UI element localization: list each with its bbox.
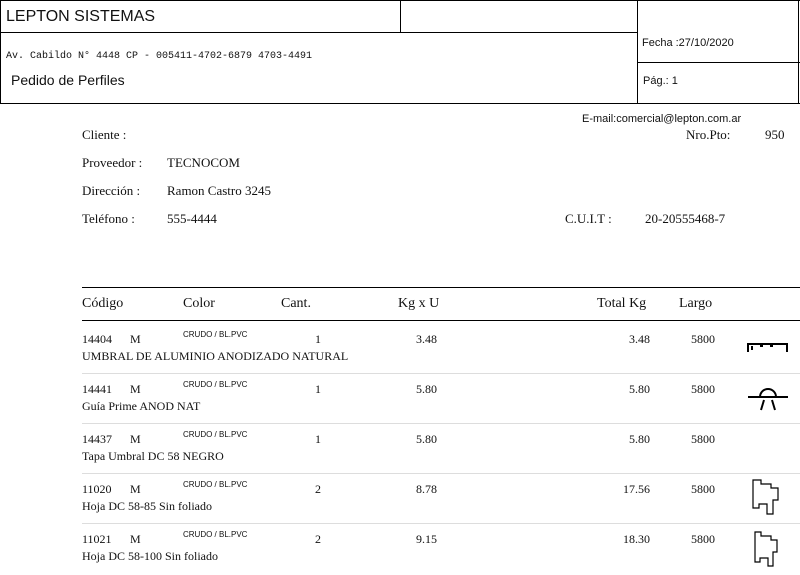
code: 14404 [82, 332, 112, 346]
color: CRUDO / BL.PVC [183, 480, 248, 489]
column-header: Total Kg [597, 296, 647, 311]
total-kg: 18.30 [623, 532, 650, 546]
value: 20-20555468-7 [645, 211, 726, 226]
quantity: 1 [315, 432, 321, 446]
length: 5800 [691, 332, 715, 346]
label: Nro.Pto: [686, 127, 731, 142]
company: LEPTON SISTEMAS [6, 8, 156, 25]
unit: M [130, 432, 141, 446]
quantity: 2 [315, 482, 321, 496]
email: E-mail:comercial@lepton.com.ar [582, 113, 742, 125]
row-line [82, 423, 800, 424]
row-line [82, 373, 800, 374]
description: Hoja DC 58-85 Sin foliado [82, 499, 212, 513]
code: 11021 [82, 532, 112, 546]
page-number: Pág.: 1 [643, 75, 678, 87]
column-header: Largo [679, 296, 713, 311]
border [637, 0, 638, 104]
row-line [82, 523, 800, 524]
color: CRUDO / BL.PVC [183, 530, 248, 539]
border [0, 0, 1, 104]
code: 14437 [82, 432, 112, 446]
column-header: Cant. [281, 296, 311, 311]
description: UMBRAL DE ALUMINIO ANODIZADO NATURAL [82, 349, 349, 363]
value: 950 [765, 127, 785, 142]
profile-icon [747, 343, 788, 352]
kg-per-unit: 8.78 [416, 482, 437, 496]
length: 5800 [691, 482, 715, 496]
doc-title: Pedido de Perfiles [11, 72, 125, 88]
profile-icon [754, 531, 778, 567]
quantity: 1 [315, 332, 321, 346]
value: Ramon Castro 3245 [167, 183, 271, 198]
profile-icon [748, 388, 788, 411]
label: Cliente : [82, 127, 127, 142]
column-header: Kg x U [398, 296, 440, 311]
color: CRUDO / BL.PVC [183, 330, 248, 339]
description: Tapa Umbral DC 58 NEGRO [82, 449, 224, 463]
total-kg: 3.48 [629, 332, 650, 346]
description: Hoja DC 58-100 Sin foliado [82, 549, 218, 563]
kg-per-unit: 5.80 [416, 432, 437, 446]
row-line [82, 473, 800, 474]
kg-per-unit: 5.80 [416, 382, 437, 396]
date: Fecha :27/10/2020 [642, 37, 734, 49]
column-header: Color [183, 296, 215, 311]
label: Teléfono : [82, 211, 135, 226]
kg-per-unit: 9.15 [416, 532, 437, 546]
quantity: 2 [315, 532, 321, 546]
total-kg: 5.80 [629, 432, 650, 446]
color: CRUDO / BL.PVC [183, 430, 248, 439]
label: C.U.I.T : [565, 211, 612, 226]
column-header: Código [82, 296, 124, 311]
color: CRUDO / BL.PVC [183, 380, 248, 389]
border [637, 62, 800, 63]
total-kg: 5.80 [629, 382, 650, 396]
unit: M [130, 532, 141, 546]
code: 14441 [82, 382, 112, 396]
label: Proveedor : [82, 155, 143, 170]
label: Dirección : [82, 183, 141, 198]
quantity: 1 [315, 382, 321, 396]
kg-per-unit: 3.48 [416, 332, 437, 346]
address: Av. Cabildo N° 4448 CP - 005411-4702-687… [6, 51, 313, 62]
code: 11020 [82, 482, 112, 496]
length: 5800 [691, 432, 715, 446]
table-line [82, 320, 800, 321]
unit: M [130, 332, 141, 346]
unit: M [130, 482, 141, 496]
unit: M [130, 382, 141, 396]
border [798, 0, 799, 104]
length: 5800 [691, 382, 715, 396]
total-kg: 17.56 [623, 482, 650, 496]
description: Guía Prime ANOD NAT [82, 399, 201, 413]
value: 555-4444 [167, 211, 217, 226]
border [400, 0, 401, 32]
profile-icon [752, 479, 779, 515]
length: 5800 [691, 532, 715, 546]
value: TECNOCOM [167, 155, 240, 170]
table-line [82, 287, 800, 288]
border [0, 103, 800, 104]
border [0, 32, 637, 33]
